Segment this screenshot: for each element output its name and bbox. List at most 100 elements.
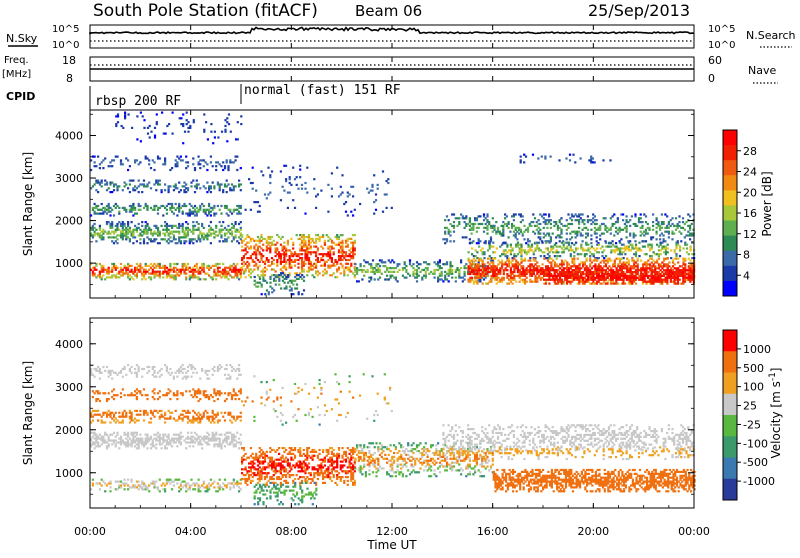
range-gate-cell [506,225,508,227]
range-gate-cell [122,236,124,238]
range-gate-cell [240,274,242,276]
range-gate-cell [448,219,450,221]
range-gate-cell [285,255,287,257]
range-gate-cell [146,185,148,187]
range-gate-cell [617,271,619,273]
range-gate-cell [136,274,138,276]
range-gate-cell [331,172,333,174]
range-gate-cell [189,214,191,216]
range-gate-cell [354,234,356,236]
range-gate-cell [157,398,159,400]
range-gate-cell [201,203,203,205]
range-gate-cell [370,278,372,280]
range-gate-cell [544,156,546,158]
range-gate-cell [371,190,373,192]
range-gate-cell [627,221,629,223]
range-gate-cell [375,265,377,267]
range-gate-cell [324,268,326,270]
range-gate-cell [275,284,277,286]
range-gate-cell [127,221,129,223]
range-gate-cell [675,242,677,244]
range-gate-cell [661,261,663,263]
range-gate-cell [526,273,528,275]
range-gate-cell [425,277,427,279]
range-gate-cell [605,279,607,281]
range-gate-cell [631,283,633,285]
range-gate-cell [127,159,129,161]
range-gate-cell [539,213,541,215]
range-gate-cell [156,123,158,125]
range-gate-cell [331,261,333,263]
range-gate-cell [226,191,228,193]
range-gate-cell [651,258,653,260]
range-gate-cell [233,211,235,213]
range-gate-cell [622,279,624,281]
range-gate-cell [187,189,189,191]
range-gate-cell [157,227,159,229]
range-gate-cell [529,260,531,262]
range-gate-cell [677,223,679,225]
range-gate-cell [571,242,573,244]
range-gate-cell [138,370,140,372]
range-gate-cell [235,265,237,267]
range-gate-cell [127,236,129,238]
range-gate-cell [614,261,616,263]
range-gate-cell [578,227,580,229]
range-gate-cell [525,156,527,158]
range-gate-cell [141,225,143,227]
range-gate-cell [131,127,133,129]
range-gate-cell [92,185,94,187]
range-gate-cell [175,267,177,269]
range-gate-cell [575,271,577,273]
range-gate-cell [666,215,668,217]
range-gate-cell [481,223,483,225]
range-gate-cell [398,269,400,271]
range-gate-cell [243,265,245,267]
range-gate-cell [371,186,373,188]
range-gate-cell [508,265,510,267]
range-gate-cell [233,189,235,191]
range-gate-cell [245,253,247,255]
range-gate-cell [684,229,686,231]
range-gate-cell [267,259,269,261]
range-gate-cell [269,174,271,176]
range-gate-cell [250,247,252,249]
range-gate-cell [116,189,118,191]
range-gate-cell [132,187,134,189]
range-gate-cell [592,221,594,223]
range-gate-cell [322,270,324,272]
range-gate-cell [623,251,625,253]
range-gate-cell [108,376,110,378]
range-gate-cell [667,244,669,246]
y-tick-label: 4000 [55,130,83,143]
range-gate-cell [654,265,656,267]
range-gate-cell [599,229,601,231]
range-gate-cell [312,240,314,242]
range-gate-cell [592,217,594,219]
range-gate-cell [547,249,549,251]
range-gate-cell [159,180,161,182]
range-gate-cell [587,249,589,251]
range-gate-cell [226,161,228,163]
range-gate-cell [606,271,608,273]
range-gate-cell [585,227,587,229]
range-gate-cell [651,247,653,249]
range-gate-cell [171,203,173,205]
range-gate-cell [164,161,166,163]
range-gate-cell [227,169,229,171]
range-gate-cell [233,263,235,265]
range-gate-cell [278,284,280,286]
range-gate-cell [336,167,338,169]
range-gate-cell [278,278,280,280]
cpid-segment-2: normal (fast) 151 RF [244,83,401,98]
range-gate-cell [428,273,430,275]
range-gate-cell [560,229,562,231]
range-gate-cell [134,368,136,370]
range-gate-cell [679,255,681,257]
range-gate-cell [513,279,515,281]
range-gate-cell [672,269,674,271]
range-gate-cell [614,251,616,253]
range-gate-cell [280,287,282,289]
range-gate-cell [99,227,101,229]
range-gate-cell [427,269,429,271]
